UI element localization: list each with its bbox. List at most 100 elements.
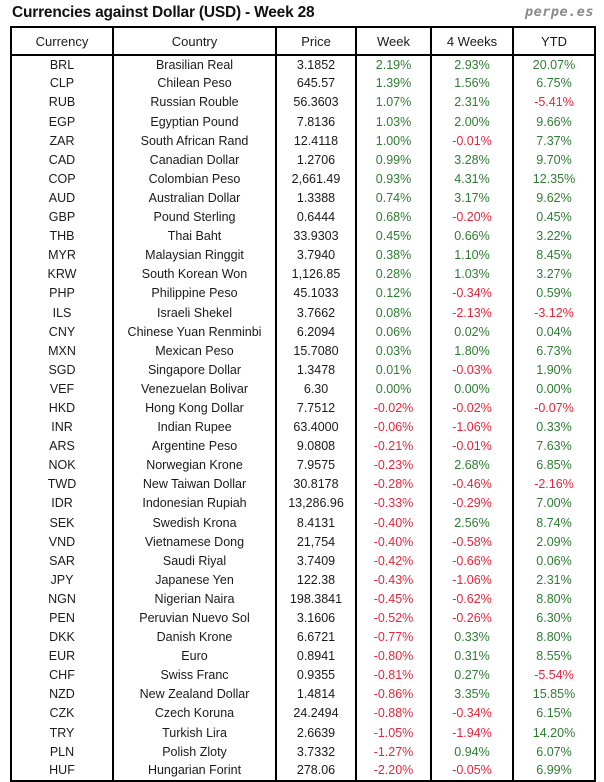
table-header-row: Currency Country Price Week 4 Weeks YTD xyxy=(11,27,595,56)
table-row[interactable]: KRW South Korean Won 1,126.85 0.28% 1.03% 3.2… xyxy=(11,265,595,285)
cell-change-four-weeks: 3.28% xyxy=(431,150,514,170)
table-row[interactable]: NZD New Zealand Dollar 1.4814 -0.86% 3.35% 15… xyxy=(11,685,595,705)
table-row[interactable]: CHF Swiss Franc 0.9355 -0.81% 0.27% -5.54% xyxy=(11,666,595,686)
cell-price: 278.06 xyxy=(276,761,357,781)
table-row[interactable]: CLP Chilean Peso 645.57 1.39% 1.56% 6.75% xyxy=(11,74,595,94)
cell-change-week: -1.05% xyxy=(356,723,432,743)
cell-change-week: -0.88% xyxy=(356,704,432,724)
cell-currency-code: EGP xyxy=(11,112,114,132)
cell-currency-code: IDR xyxy=(11,494,114,514)
cell-change-week: -2.20% xyxy=(356,761,432,781)
cell-currency-code: SGD xyxy=(11,360,114,380)
cell-change-ytd: 0.04% xyxy=(536,324,572,339)
cell-change-week: 0.38% xyxy=(356,245,432,266)
table-row[interactable]: THB Thai Baht 33.9303 0.45% 0.66% 3.22% xyxy=(11,226,595,246)
cell-country-name: Venezuelan Bolivar xyxy=(113,379,277,399)
table-row[interactable]: TWD New Taiwan Dollar 30.8178 -0.28% -0.46% -… xyxy=(11,475,595,495)
cell-change-four-weeks: 0.94% xyxy=(431,742,514,762)
table-row[interactable]: IDR Indonesian Rupiah 13,286.96 -0.33% -0.29… xyxy=(11,494,595,514)
table-row[interactable]: EGP Egyptian Pound 7.8136 1.03% 2.00% 9.66% xyxy=(11,112,595,132)
table-row[interactable]: PEN Peruvian Nuevo Sol 3.1606 -0.52% -0.26% 6… xyxy=(11,608,595,628)
cell-currency-code: THB xyxy=(11,226,114,246)
table-row[interactable]: TRY Turkish Lira 2.6639 -1.05% -1.94% 14.20% xyxy=(11,723,595,743)
cell-change-four-weeks: 0.33% xyxy=(431,627,514,647)
cell-currency-code: ZAR xyxy=(11,131,114,151)
cell-currency-code: CZK xyxy=(11,704,114,724)
table-row[interactable]: CAD Canadian Dollar 1.2706 0.99% 3.28% 9.70% xyxy=(11,150,595,170)
table-row[interactable]: VND Vietnamese Dong 21,754 -0.40% -0.58% 2.09… xyxy=(11,532,595,552)
table-row[interactable]: SGD Singapore Dollar 1.3478 0.01% -0.03% 1.90… xyxy=(11,360,595,380)
table-row[interactable]: ILS Israeli Shekel 3.7662 0.08% -2.13% -3.12% xyxy=(11,303,595,323)
cell-change-week: 1.03% xyxy=(356,112,432,132)
table-row[interactable]: VEF Venezuelan Bolivar 6.30 0.00% 0.00% 0.00% xyxy=(11,379,595,399)
table-row[interactable]: ARS Argentine Peso 9.0808 -0.21% -0.01% 7.63% xyxy=(11,436,595,456)
cell-country-name: Swiss Franc xyxy=(113,666,277,686)
cell-change-four-weeks: 0.02% xyxy=(431,322,514,342)
cell-country-name: Nigerian Naira xyxy=(113,589,277,609)
table-row[interactable]: HKD Hong Kong Dollar 7.7512 -0.02% -0.02% -0.… xyxy=(11,398,595,418)
cell-country-name: Malaysian Ringgit xyxy=(113,245,277,266)
cell-currency-code: SEK xyxy=(11,513,114,533)
cell-price: 7.7512 xyxy=(276,398,357,418)
cell-change-ytd: 9.66% xyxy=(536,114,572,129)
cell-change-ytd: -2.16% xyxy=(534,477,574,492)
column-header-price[interactable]: Price xyxy=(276,27,357,56)
table-row[interactable]: PLN Polish Zloty 3.7332 -1.27% 0.94% 6.07% xyxy=(11,742,595,762)
column-header-currency[interactable]: Currency xyxy=(11,27,114,56)
table-row[interactable]: CNY Chinese Yuan Renminbi 6.2094 0.06% 0.02%… xyxy=(11,322,595,342)
table-row[interactable]: DKK Danish Krone 6.6721 -0.77% 0.33% 8.80% xyxy=(11,627,595,647)
cell-price: 2.6639 xyxy=(276,723,357,743)
cell-change-week: -0.80% xyxy=(356,646,432,666)
cell-change-ytd: 0.06% xyxy=(536,553,572,568)
column-header-week[interactable]: Week xyxy=(356,27,432,56)
table-row[interactable]: CZK Czech Koruna 24.2494 -0.88% -0.34% 6.15% xyxy=(11,704,595,724)
table-body: BRL Brasilian Real 3.1852 2.19% 2.93% 20.07% C… xyxy=(11,55,595,781)
cell-change-week: -0.52% xyxy=(356,608,432,628)
cell-change-ytd: 0.00% xyxy=(536,381,572,396)
cell-change-four-weeks: -0.01% xyxy=(431,436,514,456)
cell-price: 2,661.49 xyxy=(276,169,357,189)
table-row[interactable]: RUB Russian Rouble 56.3603 1.07% 2.31% -5.41% xyxy=(11,93,595,113)
table-row[interactable]: PHP Philippine Peso 45.1033 0.12% -0.34% 0.59… xyxy=(11,284,595,304)
currency-table-container: Currency Country Price Week 4 Weeks YTD … xyxy=(10,26,596,782)
table-row[interactable]: AUD Australian Dollar 1.3388 0.74% 3.17% 9.62… xyxy=(11,188,595,208)
cell-change-week: 1.39% xyxy=(356,74,432,94)
cell-change-week: 0.93% xyxy=(356,169,432,189)
table-row[interactable]: SEK Swedish Krona 8.4131 -0.40% 2.56% 8.74% xyxy=(11,513,595,533)
table-row[interactable]: HUF Hungarian Forint 278.06 -2.20% -0.05% 6.9… xyxy=(11,761,595,781)
table-row[interactable]: EUR Euro 0.8941 -0.80% 0.31% 8.55% xyxy=(11,646,595,666)
currency-table-page: Currencies against Dollar (USD) - Week 2… xyxy=(10,5,596,782)
table-row[interactable]: NGN Nigerian Naira 198.3841 -0.45% -0.62% 8.8… xyxy=(11,589,595,609)
cell-change-week: -0.40% xyxy=(356,532,432,552)
cell-change-four-weeks: -0.29% xyxy=(431,494,514,514)
cell-currency-code: KRW xyxy=(11,265,114,285)
cell-change-week: 0.00% xyxy=(356,379,432,399)
table-row[interactable]: INR Indian Rupee 63.4000 -0.06% -1.06% 0.33% xyxy=(11,417,595,437)
cell-change-ytd: 6.99% xyxy=(536,763,572,778)
table-row[interactable]: SAR Saudi Riyal 3.7409 -0.42% -0.66% 0.06% xyxy=(11,551,595,571)
table-row[interactable]: JPY Japanese Yen 122.38 -0.43% -1.06% 2.31% xyxy=(11,570,595,590)
table-row[interactable]: ZAR South African Rand 12.4118 1.00% -0.01% 7… xyxy=(11,131,595,151)
cell-currency-code: SAR xyxy=(11,551,114,571)
cell-change-four-weeks: 0.31% xyxy=(431,646,514,666)
cell-change-four-weeks: 2.93% xyxy=(431,55,514,75)
table-row[interactable]: GBP Pound Sterling 0.6444 0.68% -0.20% 0.45% xyxy=(11,207,595,227)
cell-country-name: Colombian Peso xyxy=(113,169,277,189)
cell-change-ytd: 0.59% xyxy=(536,286,572,301)
table-row[interactable]: MYR Malaysian Ringgit 3.7940 0.38% 1.10% 8.45… xyxy=(11,245,595,266)
cell-price: 122.38 xyxy=(276,570,357,590)
table-row[interactable]: NOK Norwegian Krone 7.9575 -0.23% 2.68% 6.85% xyxy=(11,455,595,476)
cell-change-ytd: 8.55% xyxy=(536,649,572,664)
table-row[interactable]: COP Colombian Peso 2,661.49 0.93% 4.31% 12.35… xyxy=(11,169,595,189)
table-row[interactable]: BRL Brasilian Real 3.1852 2.19% 2.93% 20.07% xyxy=(11,55,595,75)
column-header-country[interactable]: Country xyxy=(113,27,277,56)
cell-change-four-weeks: -0.34% xyxy=(431,704,514,724)
column-header-ytd[interactable]: YTD xyxy=(513,27,595,56)
cell-country-name: Peruvian Nuevo Sol xyxy=(113,608,277,628)
table-row[interactable]: MXN Mexican Peso 15.7080 0.03% 1.80% 6.73% xyxy=(11,341,595,361)
cell-currency-code: GBP xyxy=(11,207,114,227)
column-header-four-weeks[interactable]: 4 Weeks xyxy=(431,27,514,56)
cell-change-ytd: 8.45% xyxy=(536,248,572,263)
cell-price: 12.4118 xyxy=(276,131,357,151)
cell-currency-code: NOK xyxy=(11,455,114,476)
